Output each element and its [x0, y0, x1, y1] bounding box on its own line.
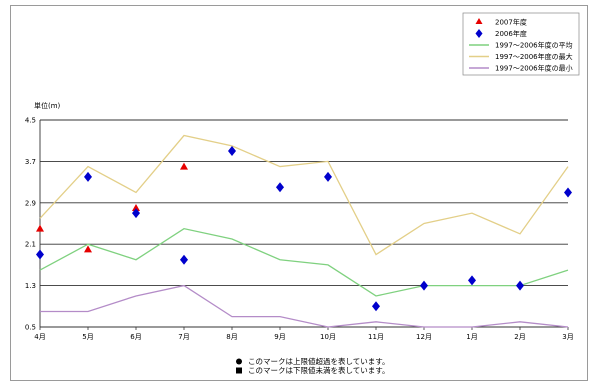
- legend-label: 2007年度: [495, 18, 527, 27]
- series: [36, 134, 572, 328]
- point-2006: [516, 280, 524, 291]
- x-tick-label: 4月: [34, 333, 45, 341]
- y-tick-label: 2.1: [25, 241, 36, 249]
- x-tick-label: 5月: [82, 333, 93, 341]
- y-tick-label: 0.5: [25, 324, 36, 332]
- x-tick-label: 1月: [466, 333, 477, 341]
- chart-frame: 4.5 3.7 2.9 2.1 1.3 0.5 4月 5月 6月 7月 8月 9月 10月 11月 12月 1…: [10, 5, 588, 381]
- legend-label: 2006年度: [495, 29, 527, 38]
- circle-icon: [236, 358, 242, 365]
- square-icon: [236, 367, 242, 374]
- point-2007: [180, 162, 188, 170]
- x-tick-label: 6月: [130, 333, 141, 341]
- legend-symbol: [475, 29, 483, 38]
- x-tick-label: 10月: [320, 333, 336, 341]
- x-tick-label: 11月: [368, 333, 384, 341]
- series-line: [39, 134, 569, 256]
- x-tick-label: 2月: [514, 333, 525, 341]
- legend-label: 1997～2006年度の最大: [495, 52, 573, 61]
- point-2007: [132, 203, 140, 211]
- axes: 4.5 3.7 2.9 2.1 1.3 0.54月 5月 6月 7月 8月 9月 10月 11月 12月 1…: [25, 117, 574, 342]
- footnotes: このマークは上限値超過を表しています。このマークは下限値未満を表しています。: [236, 356, 390, 375]
- point-2006: [468, 275, 476, 286]
- legend-symbol: [475, 18, 483, 24]
- series-line: [40, 284, 569, 328]
- point-2006: [372, 301, 380, 312]
- series-line: [39, 227, 569, 297]
- legend-label: 1997～2006年度の平均: [495, 41, 573, 50]
- point-2006: [36, 249, 44, 260]
- y-tick-label: 3.7: [25, 158, 36, 166]
- point-2006: [324, 171, 332, 182]
- water-level-chart: 4.5 3.7 2.9 2.1 1.3 0.54月 5月 6月 7月 8月 9月 10月 11月 12月 1…: [25, 12, 580, 375]
- y-tick-label: 1.3: [25, 282, 36, 290]
- x-tick-label: 8月: [226, 333, 237, 341]
- grid: [40, 119, 568, 328]
- point-2006: [420, 280, 428, 291]
- x-tick-label: 7月: [178, 333, 189, 341]
- footnote-text: このマークは下限値未満を表しています。: [248, 365, 390, 375]
- point-2006: [276, 182, 284, 193]
- x-tick-label: 9月: [274, 333, 285, 341]
- point-2006: [564, 187, 572, 198]
- y-tick-label: 2.9: [25, 199, 36, 207]
- point-2007: [36, 224, 44, 232]
- legend-box: [462, 12, 580, 76]
- legend: 2007年度 2006年度 1997～2006年度の平均 1997～2006年度の最大…: [462, 12, 580, 76]
- y-axis-label: 単位(m): [34, 101, 61, 110]
- x-tick-label: 12月: [416, 333, 432, 341]
- footnote-text: このマークは上限値超過を表しています。: [248, 356, 390, 366]
- point-2006: [132, 208, 140, 219]
- x-tick-label: 3月: [562, 333, 573, 341]
- y-tick-label: 4.5: [25, 117, 36, 125]
- point-2006: [228, 146, 236, 157]
- point-2006: [180, 254, 188, 265]
- legend-label: 1997～2006年度の最小: [495, 64, 573, 73]
- point-2006: [84, 171, 92, 182]
- point-2007: [84, 245, 92, 253]
